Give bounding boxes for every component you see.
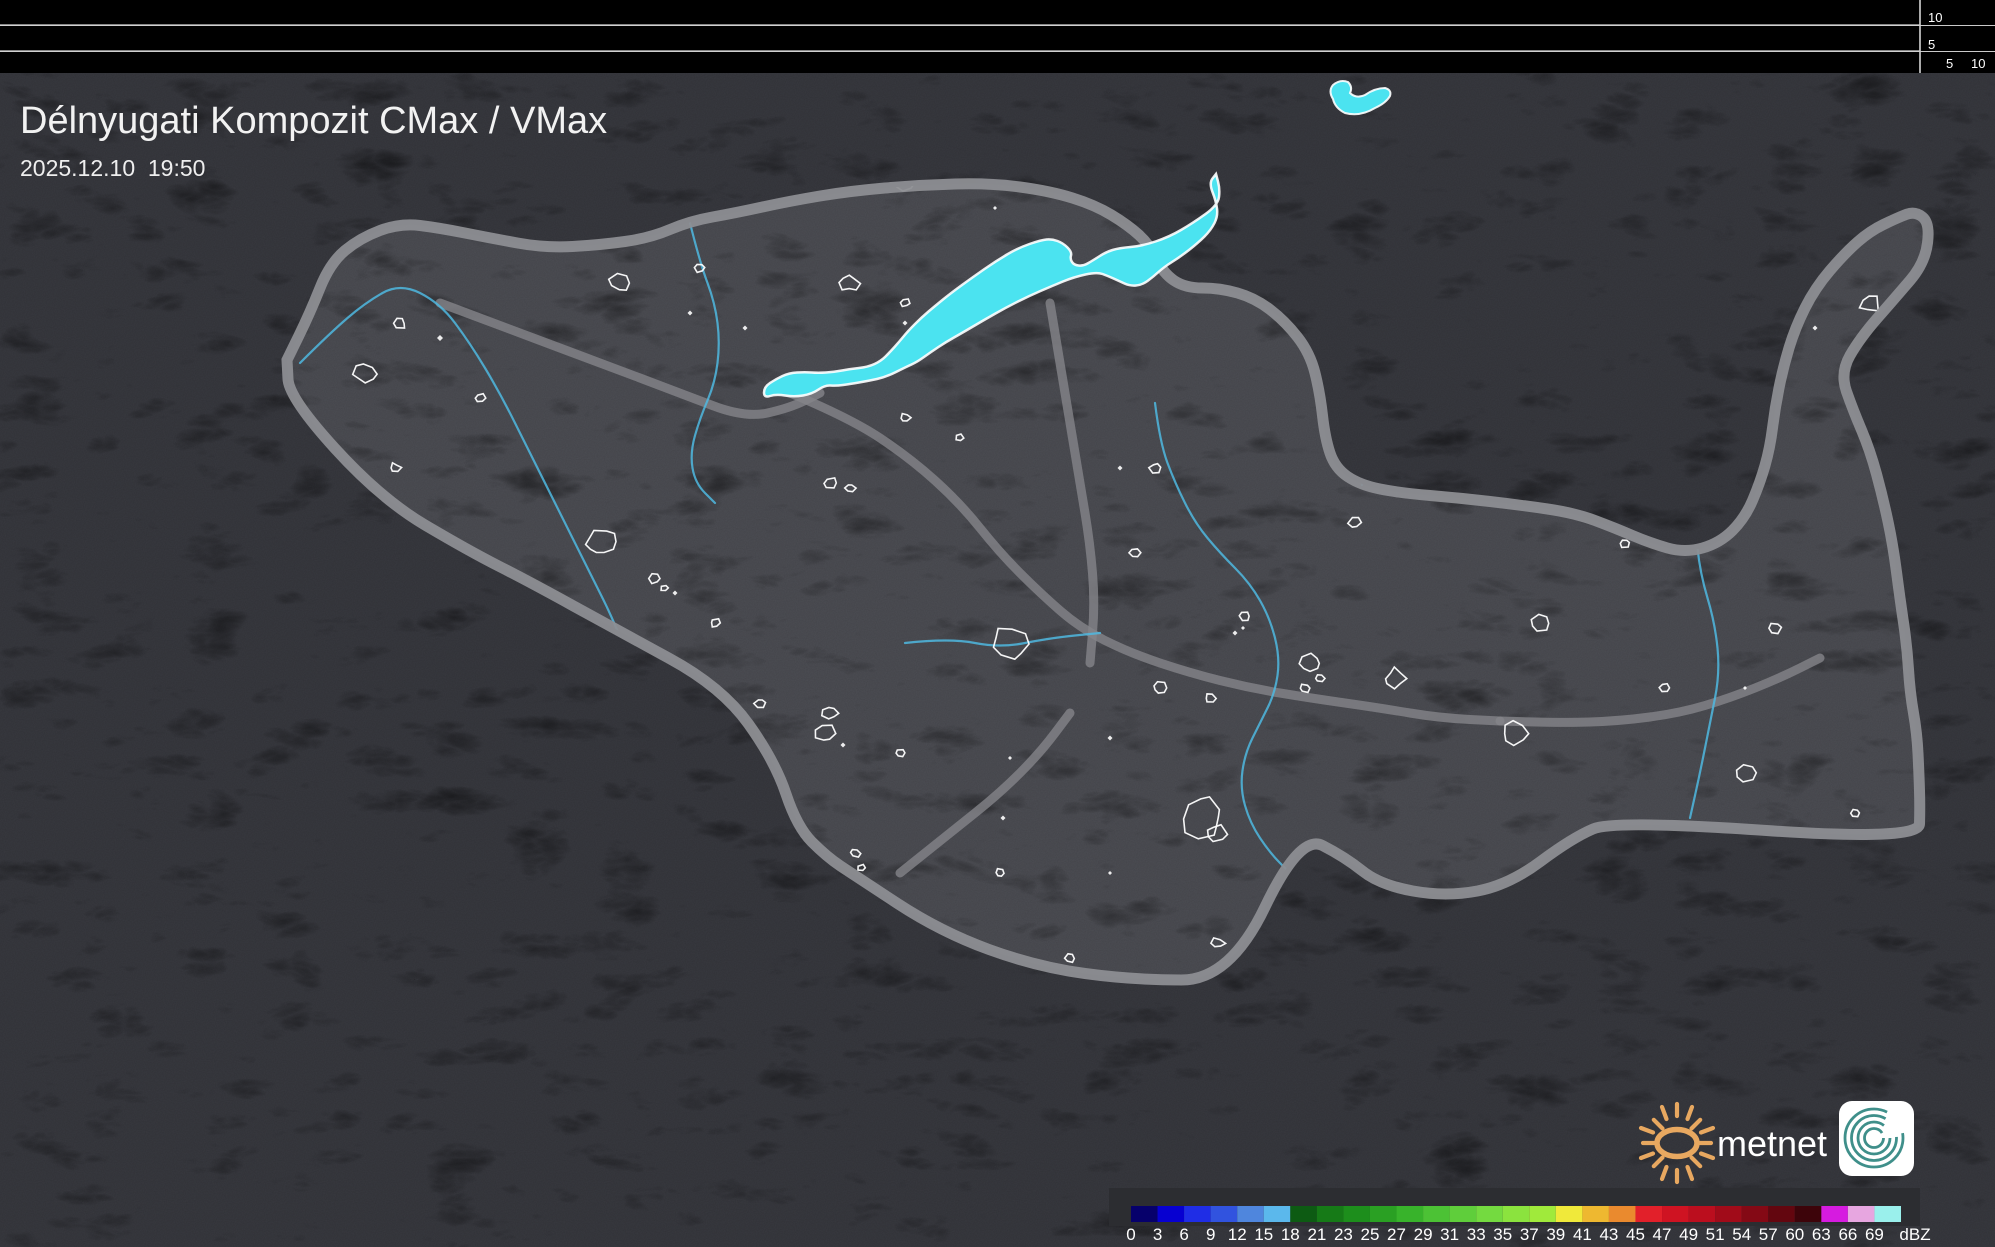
svg-text:metnet: metnet: [1717, 1123, 1827, 1164]
